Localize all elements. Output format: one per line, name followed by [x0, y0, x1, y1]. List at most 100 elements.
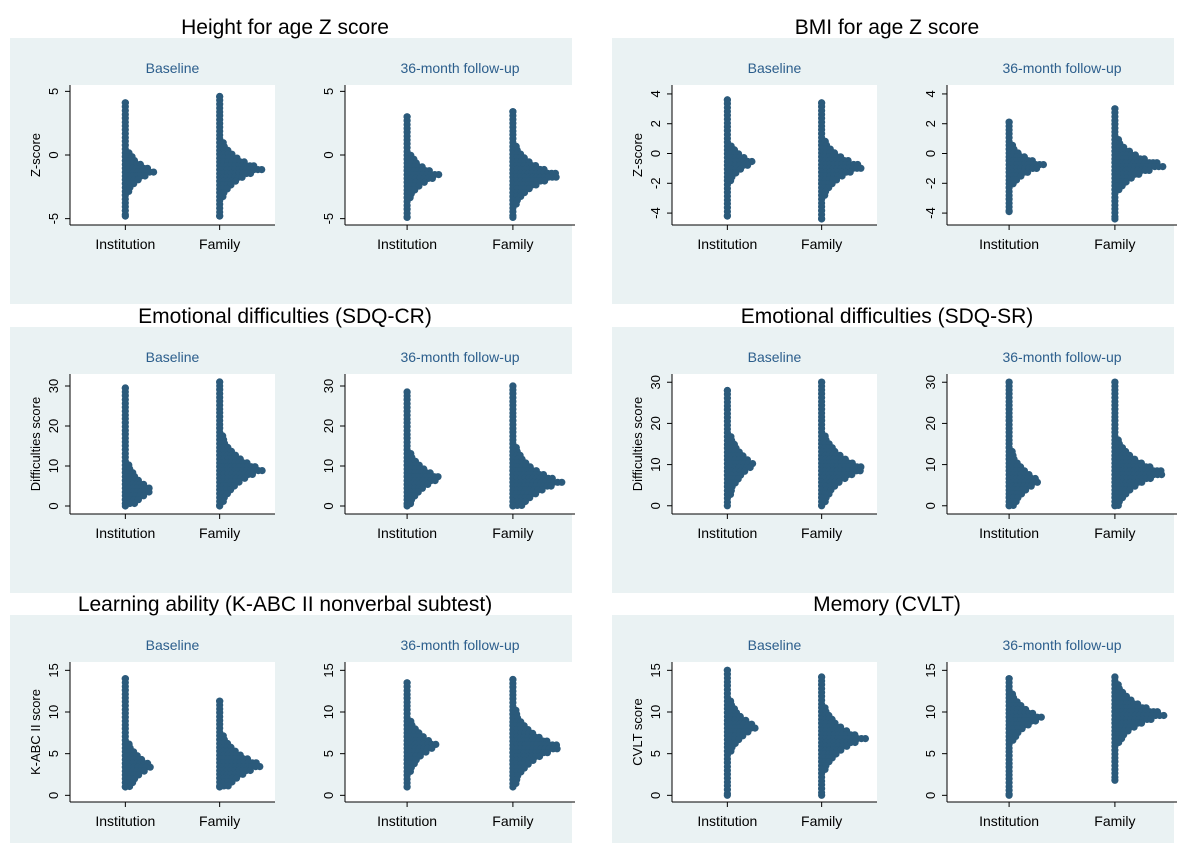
plot-area	[345, 85, 575, 225]
y-tick-label: 5	[46, 88, 61, 95]
data-point	[547, 482, 555, 490]
y-tick-label: -5	[321, 213, 336, 225]
dot-distribution	[509, 108, 560, 221]
subplot-title: Baseline	[748, 60, 802, 76]
y-tick-label: 5	[321, 88, 336, 95]
subplot-title: Baseline	[748, 637, 802, 653]
category-label: Family	[801, 236, 842, 252]
data-point	[141, 172, 149, 180]
plot-area	[672, 374, 877, 514]
y-tick-label: -4	[923, 207, 938, 219]
chart-panel: BMI for age Z score Baseline -4 -2 0 2 4 Z-scor…	[612, 16, 1177, 304]
data-point	[532, 181, 540, 189]
data-point	[1158, 471, 1166, 479]
data-point	[509, 108, 517, 116]
y-tick-label: 0	[648, 502, 663, 509]
y-axis-label: Difficulties score	[630, 397, 645, 491]
y-tick-label: 2	[648, 120, 663, 127]
dot-distribution	[216, 378, 266, 510]
data-point	[258, 467, 266, 475]
y-tick-label: 4	[923, 90, 938, 97]
data-point	[1024, 721, 1032, 729]
category-label: Family	[199, 236, 240, 252]
chart-title: Memory (CVLT)	[813, 593, 961, 616]
plot-area	[947, 85, 1177, 225]
y-tick-label: 0	[923, 150, 938, 157]
y-tick-label: 0	[321, 151, 336, 158]
y-tick-label: 10	[923, 705, 938, 719]
y-tick-label: 0	[46, 792, 61, 799]
data-point	[1145, 166, 1153, 174]
data-point	[216, 697, 224, 705]
category-label: Family	[1094, 813, 1135, 829]
dot-distribution	[403, 388, 442, 510]
dot-distribution	[1005, 378, 1041, 510]
dot-distribution	[509, 382, 566, 510]
chart-title: Emotional difficulties (SDQ-SR)	[741, 305, 1034, 328]
data-point	[216, 378, 224, 386]
data-point	[1111, 378, 1119, 386]
category-label: Family	[492, 813, 533, 829]
y-tick-label: 0	[648, 792, 663, 799]
y-axis-label: Z-score	[630, 133, 645, 177]
data-point	[1031, 717, 1040, 725]
y-tick-label: 15	[923, 663, 938, 677]
chart-title: Height for age Z score	[181, 16, 389, 39]
dot-distribution	[216, 697, 264, 791]
data-point	[403, 113, 411, 121]
data-point	[216, 783, 224, 791]
plot-area	[672, 85, 877, 225]
category-label: Family	[801, 813, 842, 829]
data-point	[841, 474, 849, 483]
y-tick-label: -2	[923, 178, 938, 190]
data-point	[818, 378, 826, 386]
data-point	[818, 791, 826, 799]
data-point	[1111, 215, 1119, 223]
data-point	[723, 502, 731, 510]
category-label: Family	[199, 525, 240, 541]
chart-panel: Learning ability (K-ABC II nonverbal sub…	[10, 593, 575, 848]
data-point	[1005, 378, 1013, 386]
data-point	[538, 486, 546, 494]
dot-distribution	[818, 99, 865, 223]
chart-title: Emotional difficulties (SDQ-CR)	[138, 305, 432, 328]
data-point	[543, 749, 552, 757]
data-point	[1005, 118, 1013, 126]
data-point	[403, 502, 411, 510]
dot-distribution	[723, 386, 757, 510]
data-point	[238, 173, 246, 181]
y-tick-label: 5	[923, 750, 938, 757]
dot-distribution	[216, 92, 266, 220]
data-point	[428, 744, 436, 752]
data-point	[145, 488, 153, 496]
data-point	[509, 213, 517, 221]
y-tick-label: 10	[923, 457, 938, 471]
data-point	[216, 212, 224, 220]
data-point	[838, 172, 846, 180]
category-label: Family	[492, 236, 533, 252]
dot-distribution	[1111, 378, 1166, 510]
data-point	[1005, 675, 1013, 683]
data-point	[216, 92, 224, 101]
y-tick-label: 0	[46, 151, 61, 158]
subplot: Baseline 0 5 10 15 CVLT score Institution Famil…	[630, 637, 877, 829]
data-point	[435, 171, 443, 179]
y-axis-label: CVLT score	[630, 698, 645, 765]
dot-distribution	[723, 96, 756, 220]
data-point	[428, 174, 436, 182]
data-point	[552, 173, 560, 181]
category-label: Institution	[697, 525, 757, 541]
data-point	[751, 724, 759, 732]
dot-distribution	[1005, 675, 1045, 799]
category-label: Institution	[95, 525, 155, 541]
chart-panel: Emotional difficulties (SDQ-SR) Baseline 0…	[612, 305, 1177, 593]
subplot-title: 36-month follow-up	[1002, 637, 1121, 653]
data-point	[121, 783, 129, 791]
subplot: 36-month follow-up 0 10 20 30 Institution Fami…	[923, 349, 1177, 541]
plot-area	[345, 662, 575, 802]
data-point	[1135, 170, 1143, 178]
subplot-title: Baseline	[146, 637, 200, 653]
